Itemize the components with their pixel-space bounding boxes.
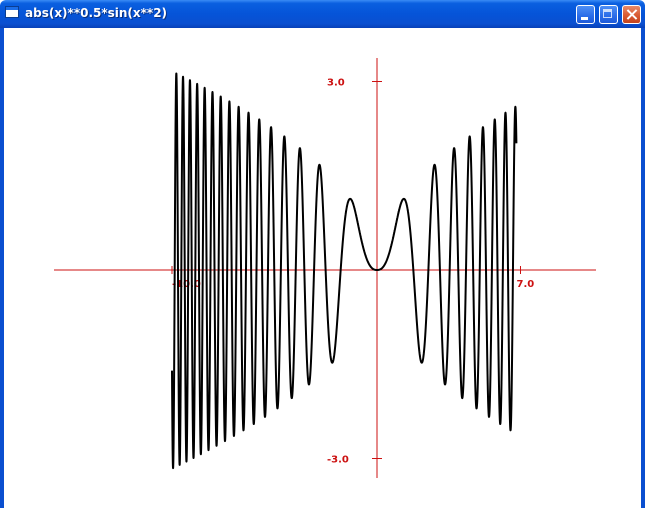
function-plot: -10.0 7.0 3.0 -3.0 [54,58,596,478]
function-curve [171,72,518,470]
y-tick-label-max: 3.0 [327,78,345,89]
app-window-icon [5,6,19,18]
axis-ticks [171,81,521,459]
minimize-button[interactable] [576,5,595,24]
close-button[interactable] [622,5,641,24]
x-tick-label-min: -10.0 [172,279,201,290]
window-frame-right [641,28,645,508]
window-frame-left [0,28,4,508]
plot-area: -10.0 7.0 3.0 -3.0 [4,28,641,508]
x-tick-label-max: 7.0 [517,279,535,290]
title-bar[interactable]: abs(x)**0.5*sin(x**2) [0,0,645,28]
y-tick-label-min: -3.0 [327,454,349,465]
window-title: abs(x)**0.5*sin(x**2) [25,6,168,20]
maximize-button[interactable] [599,5,618,24]
